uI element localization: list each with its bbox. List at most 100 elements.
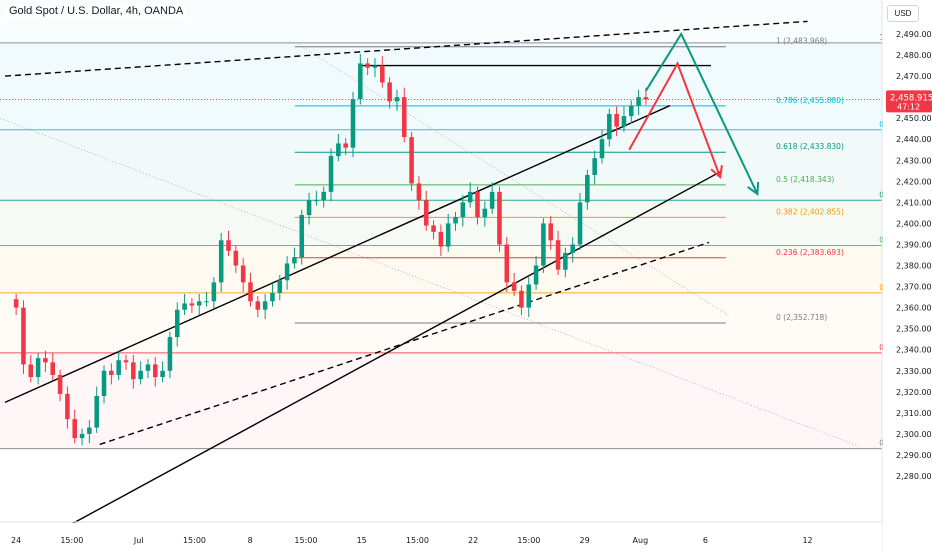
candle xyxy=(57,374,63,394)
y-tick-label: 2,420.000 xyxy=(896,177,932,186)
candle xyxy=(336,143,341,157)
trend-lines xyxy=(0,20,860,550)
y-tick-label: 2,330.000 xyxy=(896,367,932,376)
channel-upper-line xyxy=(4,104,671,403)
fib-label: 0.5 (2,418.343) xyxy=(776,175,834,184)
y-tick-label: 2,440.000 xyxy=(896,135,932,144)
candle xyxy=(504,244,510,283)
fib-label: 0.618 (2,433.830) xyxy=(776,142,844,151)
y-tick-label: 2,320.000 xyxy=(896,388,932,397)
projection-down-arrow xyxy=(628,61,722,178)
candle xyxy=(453,217,458,224)
candle xyxy=(138,370,143,380)
projection-up-arrow-head xyxy=(747,181,760,196)
candle xyxy=(621,116,627,127)
candle xyxy=(270,292,275,302)
x-tick-label: Aug xyxy=(633,536,649,545)
candle xyxy=(94,396,99,428)
currency-button[interactable]: USD xyxy=(887,5,919,22)
candle xyxy=(123,360,129,363)
candle xyxy=(116,360,121,375)
candle xyxy=(533,265,539,285)
x-tick-label: 12 xyxy=(802,536,812,545)
price-badge-countdown: 47:12 xyxy=(897,102,920,111)
candle xyxy=(292,257,297,264)
candle xyxy=(577,202,583,245)
candle xyxy=(380,65,385,83)
y-tick-label: 2,360.000 xyxy=(896,304,932,313)
channel-lower-line xyxy=(22,170,723,550)
candle xyxy=(511,282,517,291)
candle xyxy=(255,301,261,310)
x-tick-label: 15:00 xyxy=(517,536,540,545)
candle xyxy=(607,113,612,140)
x-tick-label: 15:00 xyxy=(183,536,206,545)
candle xyxy=(629,105,634,117)
candle xyxy=(489,191,495,209)
candle xyxy=(72,419,78,439)
y-tick-label: 2,400.000 xyxy=(896,219,932,228)
candle xyxy=(167,337,173,371)
candle xyxy=(153,364,158,378)
candle xyxy=(350,99,356,148)
y-tick-label: 2,490.000 xyxy=(896,30,932,39)
candle xyxy=(43,358,48,363)
candle xyxy=(401,97,407,138)
x-tick-label: 15:00 xyxy=(406,536,429,545)
fib-zone xyxy=(0,42,882,130)
fib-label: 0 (2,352.718) xyxy=(776,313,827,322)
candle xyxy=(262,301,268,310)
y-tick-label: 2,300.000 xyxy=(896,430,932,439)
candle xyxy=(79,433,85,439)
candle xyxy=(387,82,392,102)
candle xyxy=(189,303,195,306)
price-badge-value: 2,458.915 xyxy=(890,93,932,103)
candle xyxy=(314,200,319,202)
candle xyxy=(394,97,400,102)
price-badge-bg xyxy=(886,90,932,113)
x-tick-label: 15 xyxy=(357,536,367,545)
fib-label: 0.236 (2,383.693) xyxy=(776,248,844,257)
dotted-trendline xyxy=(0,117,860,447)
candle xyxy=(28,364,34,378)
candle xyxy=(328,156,334,192)
candle xyxy=(211,282,217,302)
candle xyxy=(423,200,429,226)
x-tick-label: 29 xyxy=(580,536,590,545)
time-axis-bg xyxy=(0,523,882,550)
candle xyxy=(299,215,305,258)
candle xyxy=(182,303,187,310)
candle xyxy=(109,370,114,375)
candle xyxy=(284,263,290,281)
y-tick-label: 2,290.000 xyxy=(896,451,932,460)
channel-lower-dashed-line xyxy=(99,241,710,446)
x-tick-label: 6 xyxy=(703,536,708,545)
candle xyxy=(585,175,590,203)
candle xyxy=(365,63,370,68)
candle xyxy=(445,223,451,247)
candle xyxy=(372,65,378,68)
candle xyxy=(196,301,202,306)
candle xyxy=(35,358,41,378)
candle xyxy=(65,393,70,420)
y-tick-label: 2,370.000 xyxy=(896,283,932,292)
candle xyxy=(643,97,649,100)
candle xyxy=(174,309,180,338)
candle xyxy=(636,97,641,106)
candle xyxy=(13,299,19,308)
fib-label: 0.786 (2,455.880) xyxy=(776,96,844,105)
candle xyxy=(50,362,56,375)
y-tick-label: 2,280.000 xyxy=(896,472,932,481)
projection-up-arrow xyxy=(645,31,759,195)
candle xyxy=(519,290,524,308)
x-tick-label: 24 xyxy=(11,536,21,545)
candle xyxy=(497,191,502,245)
projection-arrows xyxy=(628,31,760,196)
candle xyxy=(131,362,136,380)
x-tick-label: 15:00 xyxy=(294,536,317,545)
candle xyxy=(460,202,466,218)
candle xyxy=(226,240,231,251)
candle xyxy=(343,143,348,148)
